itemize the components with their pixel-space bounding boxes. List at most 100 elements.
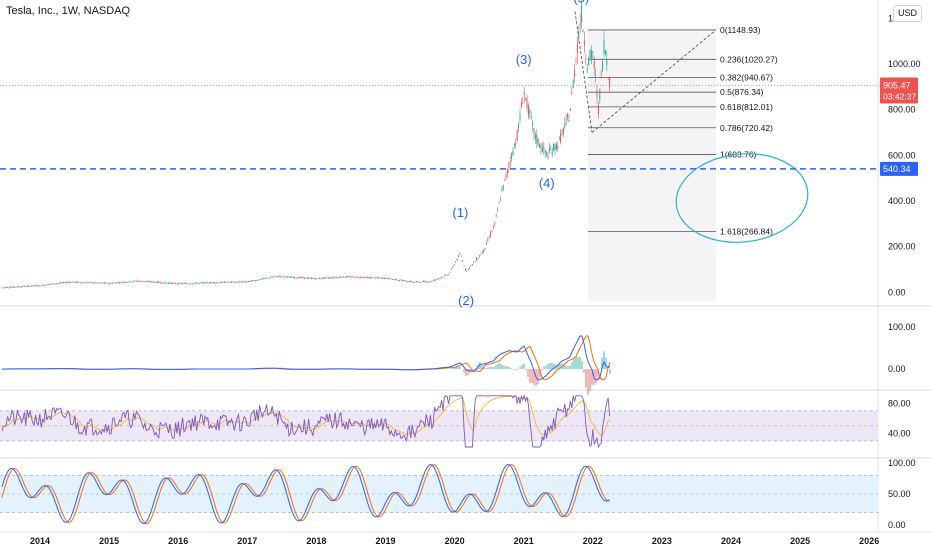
wave-label: (1) [452, 205, 468, 220]
price-candle [316, 278, 318, 279]
price-candle [266, 277, 268, 279]
price-candle [246, 281, 248, 283]
price-candle [537, 138, 539, 145]
price-candle [403, 280, 405, 282]
price-candle [275, 275, 277, 277]
price-candle [173, 282, 175, 284]
macd-histogram-bar [499, 363, 501, 370]
price-candle [530, 116, 532, 118]
price-candle [133, 280, 135, 282]
price-candle [341, 277, 343, 278]
price-candle [299, 277, 301, 278]
price-candle [487, 239, 489, 241]
price-candle [323, 277, 325, 279]
price-candle [85, 282, 87, 284]
price-candle [68, 282, 70, 284]
price-candle [14, 286, 16, 288]
price-candle [567, 114, 569, 118]
price-candle [372, 277, 374, 279]
price-candle [418, 281, 420, 283]
price-candle [231, 281, 233, 283]
macd-histogram-bar [479, 362, 481, 370]
price-candle [50, 283, 52, 285]
price-candle [212, 282, 214, 284]
price-candle [172, 282, 174, 284]
price-candle [197, 283, 199, 284]
price-candle [295, 277, 297, 279]
price-candle [568, 119, 570, 122]
price-axis-tick: 200.00 [888, 242, 916, 252]
price-candle [536, 134, 538, 144]
macd-histogram-bar [529, 369, 531, 383]
price-candle [410, 280, 412, 282]
macd-histogram-bar [603, 351, 605, 370]
support-price-value: 540.34 [883, 164, 911, 174]
price-candle [557, 146, 559, 149]
price-candle [226, 281, 228, 283]
fib-level-label: 0.5(876.34) [720, 87, 764, 97]
price-candle [67, 282, 69, 283]
price-candle [289, 277, 291, 278]
price-candle [82, 282, 84, 284]
price-candle [443, 275, 445, 277]
price-candle [291, 276, 293, 278]
price-candle [39, 284, 41, 286]
macd-histogram-bar [557, 364, 559, 370]
price-candle [364, 276, 366, 278]
price-candle [7, 287, 9, 288]
price-candle [242, 281, 244, 283]
price-candle [282, 276, 284, 278]
bar-countdown: 03:42:37 [883, 92, 916, 102]
price-candle [147, 281, 149, 283]
price-candle [308, 277, 310, 279]
price-candle [211, 282, 213, 284]
price-candle [551, 151, 553, 155]
macd-signal-line [2, 335, 611, 381]
price-candle [317, 278, 319, 280]
macd-histogram-bar [571, 361, 573, 370]
price-candle [205, 282, 207, 283]
macd-histogram-bar [531, 369, 533, 383]
price-candle [278, 276, 280, 277]
price-candle [478, 255, 480, 257]
macd-histogram-bar [485, 368, 487, 370]
price-candle [215, 282, 217, 284]
price-candle [532, 121, 534, 126]
stoch-d-line [1, 464, 610, 525]
price-candle [184, 282, 186, 285]
price-candle [109, 282, 111, 284]
price-candle [267, 277, 269, 279]
price-candle [320, 278, 322, 280]
time-axis-tick: 2024 [721, 536, 741, 546]
price-candle [474, 261, 476, 262]
current-price-badge [880, 77, 918, 104]
macd-histogram-bar [489, 367, 491, 370]
price-candle [312, 278, 314, 280]
macd-histogram-bar [525, 369, 527, 371]
price-candle [452, 266, 454, 268]
price-candle [604, 50, 606, 54]
price-candle [484, 248, 486, 249]
price-candle [189, 283, 191, 285]
price-candle [477, 258, 479, 260]
price-candle [553, 144, 555, 151]
price-candle [256, 279, 258, 281]
macd-histogram-bar [577, 357, 579, 370]
stoch-axis-tick: 50.00 [888, 489, 911, 499]
currency-button[interactable]: USD [893, 5, 922, 22]
price-candle [438, 278, 440, 280]
price-candle [399, 280, 401, 282]
price-candle [126, 282, 128, 283]
macd-histogram-bar [509, 367, 511, 370]
price-candle [401, 280, 403, 282]
macd-histogram-bar [609, 369, 611, 374]
target-ellipse [675, 153, 809, 243]
macd-histogram-bar [475, 367, 477, 370]
price-candle [74, 281, 76, 283]
price-candle [518, 124, 520, 128]
price-candle [65, 282, 67, 283]
price-candle [371, 277, 373, 279]
price-candle [448, 274, 450, 275]
price-candle [105, 282, 107, 284]
